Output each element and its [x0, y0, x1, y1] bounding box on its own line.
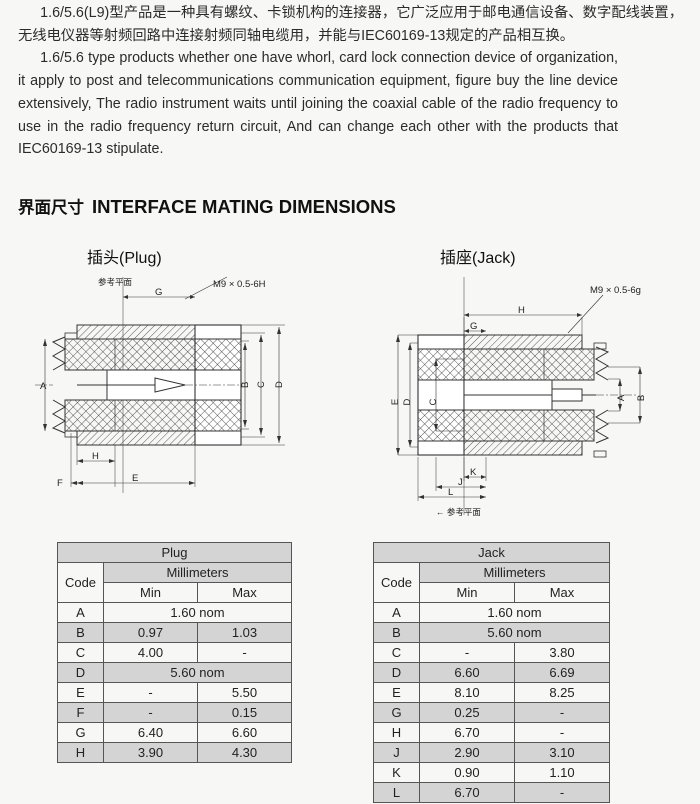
svg-text:K: K	[470, 467, 477, 478]
svg-text:H: H	[92, 451, 99, 462]
svg-text:B: B	[240, 382, 251, 388]
svg-text:M9 × 0.5-6H: M9 × 0.5-6H	[213, 279, 266, 290]
svg-text:A: A	[616, 394, 627, 401]
svg-text:G: G	[470, 321, 477, 332]
svg-text:L: L	[448, 487, 453, 498]
svg-text:F: F	[57, 478, 63, 489]
svg-text:← 参考平面: ← 参考平面	[436, 507, 481, 517]
svg-text:C: C	[256, 381, 267, 388]
svg-text:H: H	[518, 305, 525, 316]
svg-text:D: D	[402, 398, 413, 405]
svg-text:E: E	[132, 473, 138, 484]
svg-text:G: G	[155, 287, 162, 298]
svg-text:参考平面: 参考平面	[98, 277, 133, 287]
svg-text:A: A	[40, 381, 47, 392]
svg-text:B: B	[636, 395, 647, 401]
svg-text:E: E	[390, 399, 401, 405]
svg-text:M9 × 0.5-6g: M9 × 0.5-6g	[590, 285, 641, 296]
svg-text:J: J	[458, 477, 463, 488]
svg-text:C: C	[428, 398, 439, 405]
svg-text:D: D	[274, 381, 285, 388]
